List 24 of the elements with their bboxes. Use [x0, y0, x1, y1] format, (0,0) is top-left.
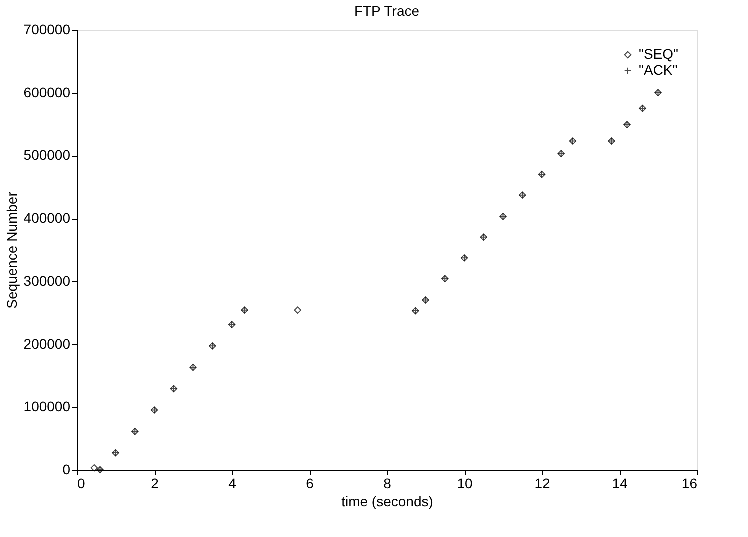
y-tick-label: 500000: [24, 147, 71, 164]
x-tick-label: 6: [306, 476, 314, 492]
x-tick-label: 16: [682, 476, 698, 492]
x-tick-label: 4: [228, 476, 237, 492]
y-tick-label: 100000: [24, 398, 71, 415]
y-tick-label: 200000: [24, 336, 71, 352]
chart-title: FTP Trace: [354, 3, 420, 19]
legend-label: "ACK": [639, 62, 678, 78]
x-tick-label: 12: [534, 476, 550, 492]
y-tick-label: 400000: [24, 210, 71, 226]
x-axis-title: time (seconds): [342, 494, 434, 510]
y-tick-label: 700000: [24, 22, 71, 38]
x-tick-label: 2: [151, 476, 160, 492]
y-tick-label: 600000: [24, 84, 71, 100]
legend-label: "SEQ": [639, 46, 679, 62]
point: [90, 464, 98, 472]
y-tick-label: 0: [62, 462, 71, 478]
point: [294, 306, 302, 314]
y-tick-label: 300000: [24, 272, 71, 289]
x-tick-label: 14: [612, 476, 628, 492]
x-tick-label: 10: [457, 476, 473, 492]
x-tick-label: 0: [78, 476, 86, 492]
y-axis-title: Sequence Number: [4, 192, 20, 309]
x-tick-label: 8: [384, 476, 392, 492]
